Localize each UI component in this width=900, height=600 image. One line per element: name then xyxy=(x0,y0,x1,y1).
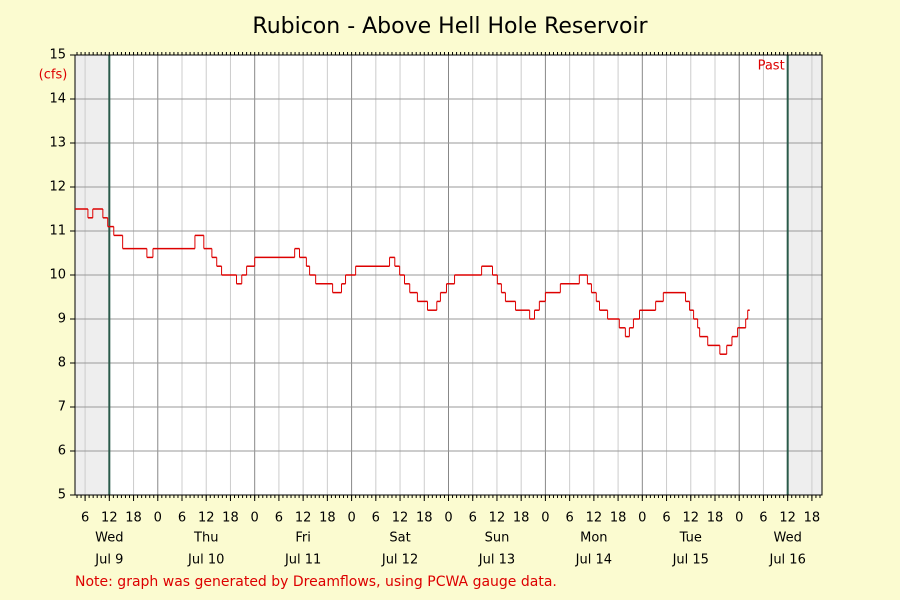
x-tick-label: 6 xyxy=(469,511,477,526)
x-tick-label: 12 xyxy=(101,511,118,526)
x-tick-label: 12 xyxy=(198,511,215,526)
y-tick-label: 15 xyxy=(49,48,66,63)
x-tick-label: 18 xyxy=(610,511,627,526)
note: Note: graph was generated by Dreamflows,… xyxy=(75,574,557,590)
x-tick-label: 18 xyxy=(416,511,433,526)
y-tick-label: 5 xyxy=(58,488,66,503)
day-label: Thu xyxy=(193,531,218,546)
y-tick-label: 14 xyxy=(49,92,66,107)
day-label: Tue xyxy=(679,531,702,546)
x-tick-label: 18 xyxy=(707,511,724,526)
x-tick-label: 12 xyxy=(586,511,603,526)
y-tick-label: 6 xyxy=(58,444,66,459)
day-label: Sun xyxy=(485,531,510,546)
x-tick-label: 18 xyxy=(804,511,821,526)
day-label: Mon xyxy=(580,531,607,546)
date-label: Jul 16 xyxy=(768,553,805,568)
x-tick-label: 6 xyxy=(81,511,89,526)
x-tick-label: 12 xyxy=(779,511,796,526)
x-tick-label: 0 xyxy=(638,511,646,526)
date-label: Jul 9 xyxy=(94,553,123,568)
y-tick-label: 12 xyxy=(49,180,66,195)
y-tick-label: 10 xyxy=(49,268,66,283)
x-tick-label: 18 xyxy=(125,511,142,526)
x-tick-label: 12 xyxy=(392,511,409,526)
day-label: Fri xyxy=(295,531,311,546)
date-label: Jul 14 xyxy=(575,553,612,568)
day-label: Wed xyxy=(95,531,123,546)
x-tick-label: 18 xyxy=(513,511,530,526)
x-tick-label: 0 xyxy=(347,511,355,526)
y-tick-label: 9 xyxy=(58,312,66,327)
x-tick-label: 0 xyxy=(251,511,259,526)
x-tick-label: 6 xyxy=(759,511,767,526)
x-tick-label: 6 xyxy=(565,511,573,526)
date-label: Jul 12 xyxy=(381,553,418,568)
y-tick-label: 13 xyxy=(49,136,66,151)
x-tick-label: 18 xyxy=(319,511,336,526)
day-label: Wed xyxy=(774,531,802,546)
date-label: Jul 11 xyxy=(284,553,321,568)
x-tick-label: 6 xyxy=(275,511,283,526)
y-tick-label: 11 xyxy=(49,224,66,239)
y-tick-label: 7 xyxy=(58,400,66,415)
x-tick-label: 12 xyxy=(489,511,506,526)
date-label: Jul 15 xyxy=(672,553,709,568)
x-tick-label: 12 xyxy=(295,511,312,526)
x-tick-label: 6 xyxy=(662,511,670,526)
past-label: Past xyxy=(758,59,785,74)
chart-title: Rubicon - Above Hell Hole Reservoir xyxy=(252,14,648,39)
x-tick-label: 6 xyxy=(178,511,186,526)
y-axis-label: (cfs) xyxy=(39,68,68,83)
date-label: Jul 10 xyxy=(187,553,224,568)
x-tick-label: 18 xyxy=(222,511,239,526)
x-tick-label: 0 xyxy=(154,511,162,526)
x-tick-label: 6 xyxy=(372,511,380,526)
y-tick-label: 8 xyxy=(58,356,66,371)
x-tick-label: 0 xyxy=(541,511,549,526)
x-tick-label: 0 xyxy=(444,511,452,526)
day-label: Sat xyxy=(389,531,410,546)
x-tick-label: 0 xyxy=(735,511,743,526)
x-tick-label: 12 xyxy=(682,511,699,526)
plot-frame xyxy=(74,54,823,496)
date-label: Jul 13 xyxy=(478,553,515,568)
